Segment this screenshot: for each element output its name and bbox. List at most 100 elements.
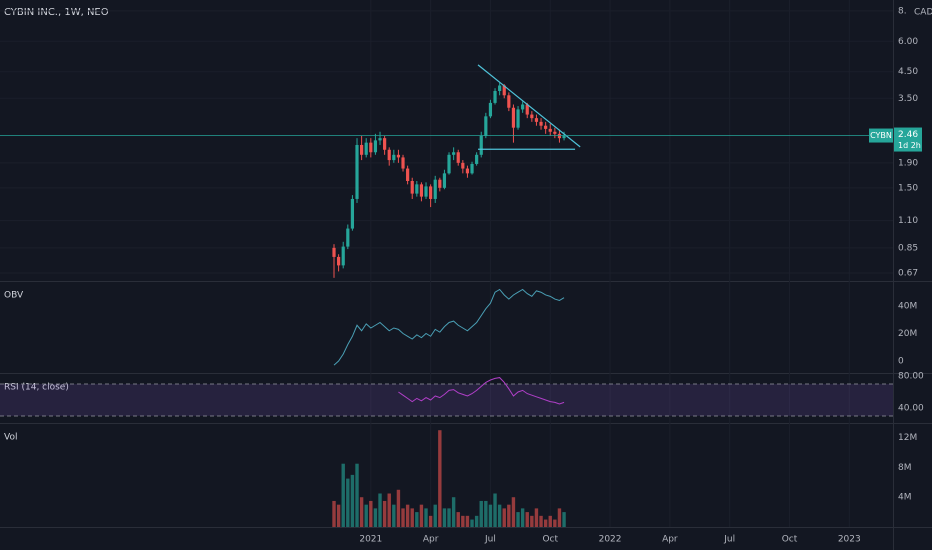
volume-bar	[433, 504, 437, 527]
y-tick-label: 20M	[898, 329, 917, 339]
volume-bar	[378, 493, 382, 527]
y-tick-label: 40.00	[898, 404, 924, 414]
pane-title: Vol	[4, 433, 17, 443]
volume-bar	[534, 508, 539, 527]
volume-bar	[364, 504, 368, 527]
pane-title: OBV	[4, 291, 24, 301]
volume-bar	[479, 500, 483, 527]
x-tick-label: 2023	[838, 535, 861, 545]
candle-body	[346, 228, 350, 247]
candle-body	[350, 198, 355, 229]
candle-body	[484, 116, 488, 136]
candle-body	[525, 104, 529, 115]
candle-body	[452, 152, 456, 155]
volume-bar	[410, 508, 414, 527]
volume-bar	[465, 515, 470, 527]
x-tick-label: Jul	[723, 535, 735, 545]
volume-bar	[493, 493, 497, 527]
volume-bar	[438, 430, 442, 527]
volume-bar	[442, 508, 447, 527]
volume-bar	[332, 500, 336, 527]
volume-bar	[373, 508, 378, 527]
candle-body	[465, 168, 470, 174]
y-tick-label: 12M	[898, 433, 917, 443]
x-tick-label: 2022	[599, 535, 622, 545]
y-tick-label: 0.85	[898, 243, 918, 253]
candle-body	[337, 256, 341, 266]
volume-bar	[525, 512, 529, 527]
volume-bar	[447, 508, 451, 527]
volume-bar	[401, 508, 405, 527]
candle-body	[502, 85, 506, 96]
price-label: 2.46	[898, 130, 918, 140]
volume-bar	[369, 500, 373, 527]
candle-body	[442, 173, 447, 188]
y-tick-label: 1.90	[898, 158, 918, 168]
candle-body	[488, 102, 493, 117]
volume-bar	[470, 519, 474, 527]
candle-body	[475, 154, 479, 164]
candle-body	[332, 247, 336, 257]
volume-bar	[516, 512, 520, 527]
indicator-line	[398, 377, 565, 405]
volume-bar	[451, 497, 456, 527]
y-tick-label: 6.00	[898, 37, 918, 47]
volume-bar	[539, 515, 543, 527]
x-tick-label: Apr	[662, 535, 678, 545]
candle-body	[415, 184, 419, 194]
symbol-tag	[869, 128, 893, 143]
chart-title: CYBIN INC., 1W, NEO	[4, 7, 109, 18]
candle-body	[447, 154, 451, 174]
x-tick-label: Apr	[423, 535, 439, 545]
volume-bar	[461, 515, 465, 527]
y-tick-label: 4.50	[898, 67, 918, 77]
pane-title: RSI (14, close)	[4, 383, 69, 393]
volume-bar	[530, 515, 534, 527]
y-tick-label: 4M	[898, 493, 912, 503]
volume-bar	[557, 508, 562, 527]
candle-body	[470, 163, 474, 174]
volume-bar	[456, 512, 460, 527]
y-tick-label: 40M	[898, 301, 917, 311]
candle-body	[521, 104, 525, 110]
x-tick-label: 2021	[359, 535, 382, 545]
indicator-line	[333, 288, 565, 366]
candle-body	[562, 135, 566, 139]
candle-body	[406, 168, 410, 181]
volume-bar	[424, 508, 428, 527]
volume-bar	[419, 504, 424, 527]
y-tick-label: 3.50	[898, 94, 918, 104]
candle-body	[387, 149, 391, 161]
candle-body	[461, 162, 465, 169]
volume-bar	[355, 463, 359, 527]
volume-bar	[548, 515, 552, 527]
candle-body	[429, 186, 433, 199]
trend-line	[477, 64, 581, 148]
y-tick-label: 0.67	[898, 268, 918, 278]
candle-body	[516, 109, 520, 128]
candle-body	[438, 179, 442, 188]
candle-body	[369, 142, 373, 153]
volume-bar	[543, 519, 548, 527]
candle-body	[401, 157, 405, 169]
volume-bar	[484, 500, 488, 527]
candle-body	[539, 121, 543, 126]
y-tick-label: 80.00	[898, 372, 924, 382]
volume-bar	[415, 512, 419, 527]
volume-bar	[336, 504, 341, 527]
candle-body	[557, 133, 562, 139]
candle-body	[548, 128, 552, 132]
candle-body	[507, 95, 511, 108]
y-tick-label: 1.50	[898, 183, 918, 193]
volume-bar	[428, 515, 433, 527]
countdown-label: 1d 2h	[898, 141, 921, 150]
y-tick-label: 0	[898, 357, 904, 367]
y-tick-label: 1.10	[898, 216, 918, 226]
candle-body	[553, 131, 557, 134]
volume-bar	[387, 493, 391, 527]
volume-bar	[562, 512, 566, 527]
candle-body	[534, 118, 539, 122]
